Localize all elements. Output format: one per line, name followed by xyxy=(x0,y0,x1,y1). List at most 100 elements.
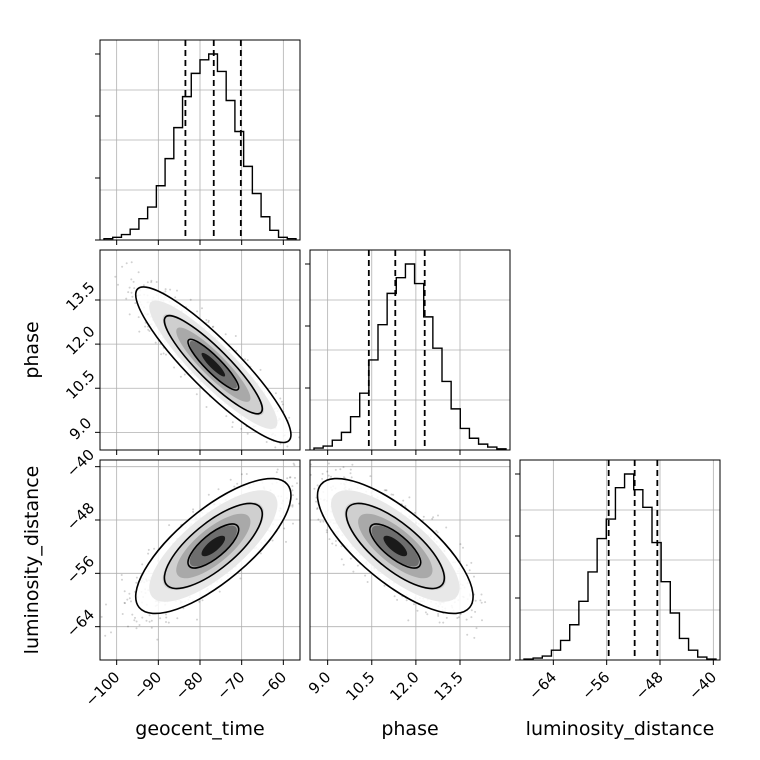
histogram-bars xyxy=(524,474,716,660)
scatter-point xyxy=(123,601,126,604)
scatter-point xyxy=(130,291,133,294)
scatter-point xyxy=(274,446,277,449)
density-fill xyxy=(135,286,291,443)
scatter-point xyxy=(437,614,440,617)
panel-frame xyxy=(309,249,511,451)
contour-line xyxy=(369,523,422,569)
scatter-point xyxy=(473,575,475,578)
scatter-point xyxy=(246,359,249,362)
scatter-point xyxy=(259,552,262,555)
scatter-point xyxy=(322,520,325,523)
contours xyxy=(134,477,292,615)
scatter-point xyxy=(291,485,294,488)
scatter-point xyxy=(301,446,303,448)
scatter-point xyxy=(301,479,303,481)
scatter-point xyxy=(291,504,294,507)
contour-line xyxy=(187,523,240,569)
scatter-point xyxy=(290,456,292,458)
x-tick-label-luminosity-distance: −56 xyxy=(578,668,613,703)
scatter-point xyxy=(131,295,134,298)
scatter-point xyxy=(286,477,289,480)
scatter-point xyxy=(445,616,448,619)
scatter-point xyxy=(131,613,134,616)
x-tick-label-luminosity-distance: −40 xyxy=(685,668,720,703)
scatter-point xyxy=(436,531,439,534)
histogram-bin xyxy=(332,440,341,450)
scatter-point xyxy=(316,484,319,487)
scatter-point xyxy=(383,584,386,587)
histogram-bin xyxy=(174,128,183,240)
histogram-bin xyxy=(643,507,652,660)
y-tick-label-luminosity-distance: −40 xyxy=(63,446,98,481)
y-tick-label-luminosity-distance: −56 xyxy=(63,552,98,587)
scatter-point xyxy=(125,262,128,265)
scatter-point xyxy=(302,480,304,482)
scatter-point xyxy=(316,508,319,510)
histogram-bin xyxy=(479,444,488,450)
histogram-bin xyxy=(183,97,192,240)
x-tick-label-phase: 13.5 xyxy=(430,668,466,704)
scatter-point xyxy=(422,515,425,518)
scatter-point xyxy=(195,393,198,396)
scatter-point xyxy=(303,509,305,511)
scatter-point xyxy=(327,462,330,465)
scatter-point xyxy=(521,653,523,655)
scatter-point xyxy=(413,511,416,514)
scatter-point xyxy=(150,281,153,284)
scatter-point xyxy=(147,328,150,331)
scatter-point xyxy=(142,284,145,287)
scatter-point xyxy=(127,625,129,628)
scatter-point xyxy=(283,527,286,530)
scatter-point xyxy=(349,468,352,471)
scatter-point xyxy=(162,352,165,355)
scatter-point xyxy=(313,487,316,490)
gridlines xyxy=(520,460,720,660)
x-axis-label-phase: phase xyxy=(381,718,438,740)
scatter-point xyxy=(165,353,167,356)
scatter-point xyxy=(105,603,107,606)
scatter-point xyxy=(141,563,144,566)
scatter-point xyxy=(196,618,198,621)
panel-phase-vs-luminosity-distance xyxy=(303,459,523,665)
scatter-point xyxy=(390,493,393,496)
histogram-bin xyxy=(200,60,209,240)
scatter-point xyxy=(300,445,302,447)
scatter-point xyxy=(396,598,399,601)
scatter-point xyxy=(198,600,201,603)
contour-line xyxy=(163,314,264,415)
histogram-bin xyxy=(679,638,688,660)
scatter-point xyxy=(321,477,324,480)
scatter-point xyxy=(301,497,303,499)
scatter-point xyxy=(117,283,119,286)
scatter-point xyxy=(201,307,203,310)
scatter-point xyxy=(150,279,153,282)
scatter-point xyxy=(128,313,131,316)
scatter-point xyxy=(110,631,112,634)
scatter-point xyxy=(133,287,136,290)
histogram-bin xyxy=(121,235,130,240)
scatter-point xyxy=(235,349,238,352)
scatter-point xyxy=(239,577,242,580)
histogram-bin xyxy=(661,582,670,660)
histogram-bin xyxy=(689,650,698,660)
scatter-point xyxy=(295,498,298,501)
scatter-point xyxy=(135,576,138,579)
y-axis-label-phase: phase xyxy=(21,321,43,378)
scatter-point xyxy=(192,508,195,511)
scatter-point xyxy=(132,280,135,283)
scatter-point xyxy=(144,325,147,328)
scatter-point xyxy=(236,482,239,485)
scatter-point xyxy=(303,501,305,503)
scatter-point xyxy=(293,464,296,467)
histogram-bin xyxy=(670,613,679,660)
scatter-point xyxy=(384,489,387,492)
histogram-bin xyxy=(226,101,235,241)
histogram-bin xyxy=(148,207,157,240)
scatter-point xyxy=(288,416,291,419)
scatter-point xyxy=(334,468,337,471)
scatter-point xyxy=(150,619,153,622)
scatter-point xyxy=(445,526,448,529)
scatter-point xyxy=(334,540,337,542)
y-tick-label-phase: 10.5 xyxy=(62,367,98,403)
scatter-point xyxy=(176,617,179,620)
